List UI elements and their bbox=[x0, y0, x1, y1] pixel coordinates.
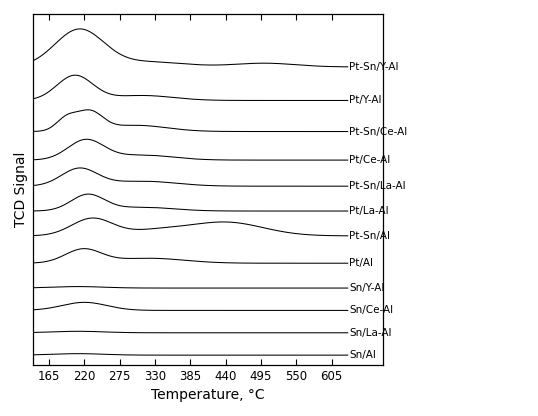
Text: Sn/La-Al: Sn/La-Al bbox=[349, 328, 392, 338]
Text: Pt-Sn/Al: Pt-Sn/Al bbox=[349, 231, 390, 241]
Text: Pt/Y-Al: Pt/Y-Al bbox=[349, 95, 381, 106]
Text: Pt/Ce-Al: Pt/Ce-Al bbox=[349, 155, 390, 165]
Text: Pt/Al: Pt/Al bbox=[349, 258, 373, 268]
Text: Sn/Al: Sn/Al bbox=[349, 350, 376, 360]
Text: Pt-Sn/La-Al: Pt-Sn/La-Al bbox=[349, 181, 406, 191]
Y-axis label: TCD Signal: TCD Signal bbox=[13, 151, 27, 227]
Text: Pt/La-Al: Pt/La-Al bbox=[349, 206, 388, 216]
Text: Sn/Ce-Al: Sn/Ce-Al bbox=[349, 305, 393, 315]
X-axis label: Temperature, °C: Temperature, °C bbox=[151, 389, 265, 403]
Text: Sn/Y-Al: Sn/Y-Al bbox=[349, 283, 384, 293]
Text: Pt-Sn/Ce-Al: Pt-Sn/Ce-Al bbox=[349, 126, 407, 136]
Text: Pt-Sn/Y-Al: Pt-Sn/Y-Al bbox=[349, 62, 399, 72]
